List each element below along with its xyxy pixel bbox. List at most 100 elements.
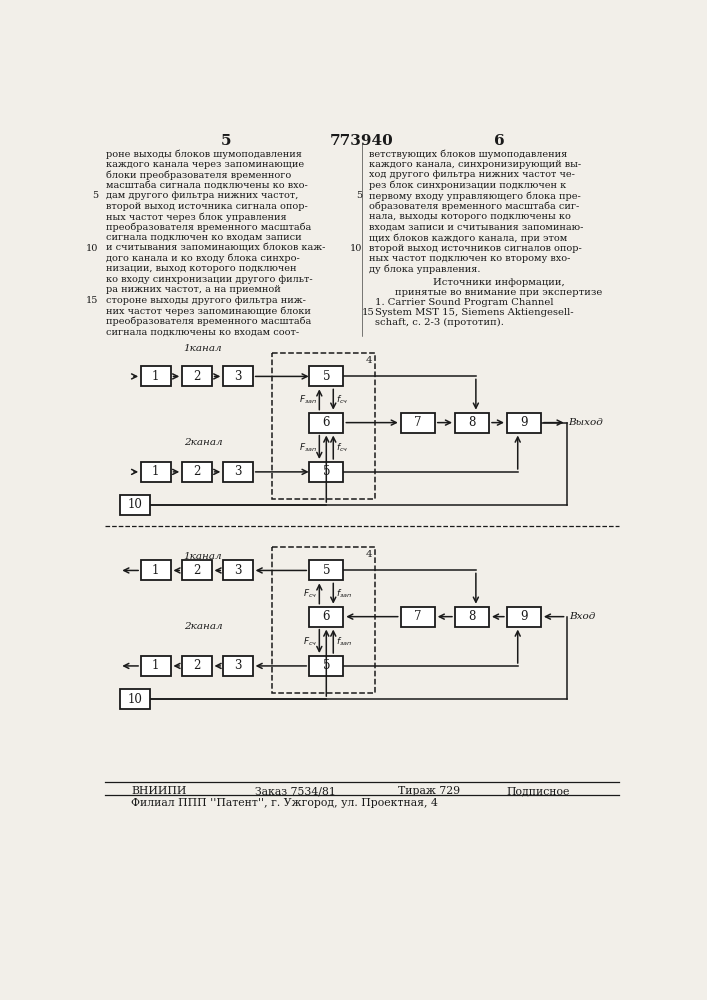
Text: Источники информации,: Источники информации, — [433, 278, 565, 287]
Bar — [507, 413, 541, 433]
Text: 1: 1 — [152, 370, 160, 383]
Text: 3: 3 — [234, 370, 242, 383]
Bar — [223, 462, 252, 482]
Text: $f_{зап}$: $f_{зап}$ — [336, 587, 352, 600]
Text: 15: 15 — [86, 296, 98, 305]
Text: блоки преобразователя временного: блоки преобразователя временного — [106, 170, 291, 180]
Text: них частот через запоминающие блоки: них частот через запоминающие блоки — [106, 306, 311, 316]
Text: 5: 5 — [322, 370, 330, 383]
Bar — [141, 366, 170, 386]
Text: 2: 2 — [193, 659, 201, 672]
Text: schaft, с. 2-3 (прототип).: schaft, с. 2-3 (прототип). — [375, 318, 504, 327]
Text: $f_{сч}$: $f_{сч}$ — [336, 441, 348, 454]
Text: 4: 4 — [366, 550, 373, 559]
Text: ду блока управления.: ду блока управления. — [369, 264, 481, 274]
Text: сигнала подключен ко входам записи: сигнала подключен ко входам записи — [106, 233, 302, 242]
Text: 773940: 773940 — [330, 134, 394, 148]
Text: 2: 2 — [193, 564, 201, 577]
Text: Выход: Выход — [568, 418, 603, 427]
Text: Вход: Вход — [569, 612, 595, 621]
Text: Филиал ППП ''Патент'', г. Ужгород, ул. Проектная, 4: Филиал ППП ''Патент'', г. Ужгород, ул. П… — [131, 798, 438, 808]
Text: 8: 8 — [468, 416, 476, 429]
Text: низации, выход которого подключен: низации, выход которого подключен — [106, 264, 297, 273]
Text: ход другого фильтра нижних частот че-: ход другого фильтра нижних частот че- — [369, 170, 575, 179]
Text: 3: 3 — [234, 564, 242, 577]
Text: сигнала подключены ко входам соот-: сигнала подключены ко входам соот- — [106, 327, 299, 336]
Text: 5: 5 — [322, 564, 330, 577]
Text: 2канал: 2канал — [184, 622, 223, 631]
Text: и считывания запоминающих блоков каж-: и считывания запоминающих блоков каж- — [106, 244, 326, 253]
Text: 3: 3 — [234, 659, 242, 672]
Text: 9: 9 — [520, 416, 527, 429]
Text: 5: 5 — [356, 191, 362, 200]
Text: 1канал: 1канал — [184, 344, 223, 353]
Text: 10: 10 — [86, 244, 98, 253]
Text: $F_{сч}$: $F_{сч}$ — [303, 635, 317, 648]
Text: 7: 7 — [414, 416, 421, 429]
Bar — [401, 607, 435, 627]
Text: Тираж 729: Тираж 729 — [398, 786, 460, 796]
Text: 15: 15 — [362, 308, 375, 317]
Text: 6: 6 — [322, 610, 330, 623]
Text: 1: 1 — [152, 564, 160, 577]
Bar — [272, 353, 375, 499]
Text: 9: 9 — [520, 610, 527, 623]
Text: $F_{сч}$: $F_{сч}$ — [303, 587, 317, 600]
Text: 10: 10 — [349, 244, 362, 253]
Text: 10: 10 — [127, 693, 142, 706]
Text: $f_{сч}$: $f_{сч}$ — [336, 393, 348, 406]
Text: первому входу управляющего блока пре-: первому входу управляющего блока пре- — [369, 191, 580, 201]
Bar — [141, 560, 170, 580]
Text: $f_{зап}$: $f_{зап}$ — [336, 635, 352, 648]
Text: ных частот подключен ко второму вхо-: ных частот подключен ко второму вхо- — [369, 254, 571, 263]
Text: 4: 4 — [366, 356, 373, 365]
Text: Подписное: Подписное — [507, 786, 571, 796]
Bar — [182, 366, 211, 386]
Bar — [309, 462, 344, 482]
Text: ных частот через блок управления: ных частот через блок управления — [106, 212, 287, 222]
Bar — [309, 413, 344, 433]
Text: 6: 6 — [322, 416, 330, 429]
Bar — [455, 607, 489, 627]
Text: 2: 2 — [193, 370, 201, 383]
Text: 5: 5 — [93, 191, 98, 200]
Text: масштаба сигнала подключены ко вхо-: масштаба сигнала подключены ко вхо- — [106, 181, 308, 190]
Text: ко входу синхронизации другого фильт-: ко входу синхронизации другого фильт- — [106, 275, 312, 284]
Bar — [182, 462, 211, 482]
Text: принятые во внимание при экспертизе: принятые во внимание при экспертизе — [395, 288, 603, 297]
Text: дого канала и ко входу блока синхро-: дого канала и ко входу блока синхро- — [106, 254, 300, 263]
Bar — [309, 366, 344, 386]
Text: 5: 5 — [322, 659, 330, 672]
Bar — [507, 607, 541, 627]
Text: 1канал: 1канал — [184, 552, 223, 561]
Bar — [401, 413, 435, 433]
Text: ра нижних частот, а на приемной: ра нижних частот, а на приемной — [106, 285, 281, 294]
Bar — [141, 462, 170, 482]
Text: 5: 5 — [322, 465, 330, 478]
Text: 2канал: 2канал — [184, 438, 223, 447]
Bar — [455, 413, 489, 433]
Text: щих блоков каждого канала, при этом: щих блоков каждого канала, при этом — [369, 233, 567, 243]
Text: 5: 5 — [221, 134, 230, 148]
Text: 3: 3 — [234, 465, 242, 478]
Text: 7: 7 — [414, 610, 421, 623]
Text: 10: 10 — [127, 498, 142, 512]
Text: стороне выходы другого фильтра ниж-: стороне выходы другого фильтра ниж- — [106, 296, 306, 305]
Text: ветствующих блоков шумоподавления: ветствующих блоков шумоподавления — [369, 149, 567, 159]
Text: каждого канала, синхронизирующий вы-: каждого канала, синхронизирующий вы- — [369, 160, 581, 169]
Text: рез блок синхронизации подключен к: рез блок синхронизации подключен к — [369, 181, 566, 190]
Bar — [309, 607, 344, 627]
Bar — [223, 366, 252, 386]
Bar — [182, 656, 211, 676]
Bar — [120, 495, 150, 515]
Bar — [309, 656, 344, 676]
Bar — [141, 656, 170, 676]
Bar — [309, 560, 344, 580]
Text: 1: 1 — [152, 659, 160, 672]
Text: каждого канала через запоминающие: каждого канала через запоминающие — [106, 160, 304, 169]
Text: System MST 15, Siemens Aktiengesell-: System MST 15, Siemens Aktiengesell- — [375, 308, 574, 317]
Text: $F_{зап}$: $F_{зап}$ — [298, 393, 317, 406]
Text: 1: 1 — [152, 465, 160, 478]
Text: второй выход источника сигнала опор-: второй выход источника сигнала опор- — [106, 202, 308, 211]
Bar — [182, 560, 211, 580]
